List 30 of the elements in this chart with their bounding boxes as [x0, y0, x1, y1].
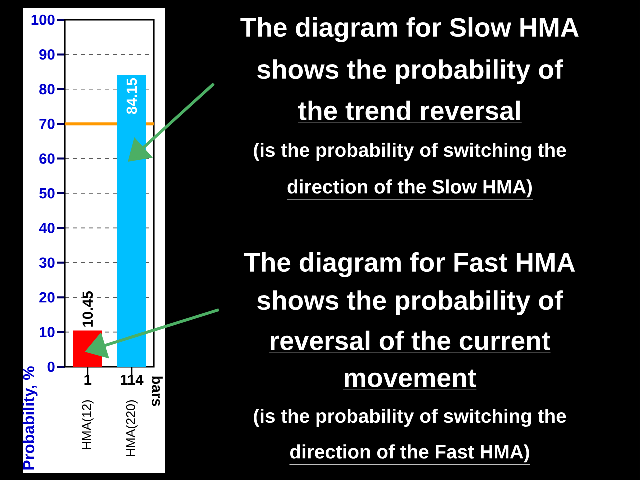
y-tick-label: 80: [40, 84, 55, 95]
y-tick-label: 60: [40, 154, 55, 164]
y-tick-label: 70: [40, 118, 55, 130]
text: (is the probability of switching the: [254, 142, 566, 162]
text: movement: [345, 370, 476, 388]
y-axis-title: Probability, %: [22, 366, 38, 470]
data-label: 10.45: [82, 292, 94, 327]
text: The diagram for Fast HMA: [244, 252, 576, 278]
y-tick-label: 30: [39, 258, 55, 268]
text: the trend reversal: [298, 100, 520, 120]
text: direction of the Fast HMA): [290, 444, 530, 463]
y-tick-label: 90: [40, 50, 55, 60]
y-tick-label: 0: [48, 362, 55, 372]
text: The diagram for Slow HMA: [240, 18, 579, 42]
text: direction of the Slow HMA): [288, 180, 532, 198]
y-tick-label: 50: [40, 188, 55, 199]
data-label: 84.15: [126, 78, 138, 114]
text: 1: [84, 374, 92, 386]
text: 114: [121, 374, 144, 386]
text: bars: [152, 376, 163, 406]
y-tick-label: 100: [32, 14, 55, 26]
text: shows the probability of: [258, 290, 564, 316]
y-tick-label: 40: [39, 223, 55, 234]
y-tick-label: 10: [40, 327, 55, 338]
x-tick-label: HMA(12): [82, 400, 94, 450]
y-tick-label: 20: [40, 292, 55, 303]
text: reversal of the current: [270, 330, 550, 350]
text: (is the probability of switching the: [254, 408, 566, 428]
x-tick-label: HMA(220): [126, 400, 138, 456]
text: shows the probability of: [258, 60, 564, 84]
